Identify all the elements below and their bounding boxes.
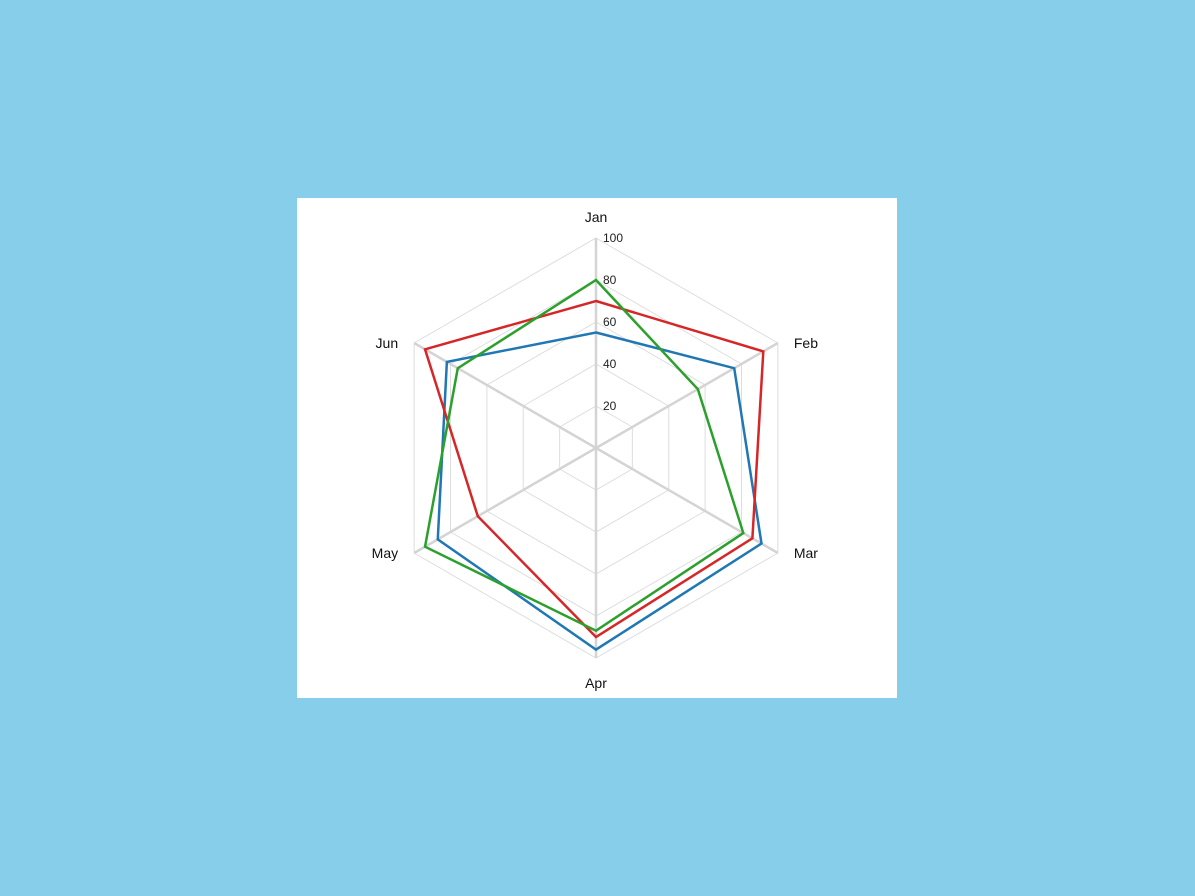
- axis-spoke-feb: [595, 341, 779, 450]
- radial-tick-label: 60: [603, 315, 617, 329]
- radar-axes: [413, 238, 779, 658]
- category-label-jan: Jan: [585, 209, 608, 225]
- category-label-feb: Feb: [794, 335, 818, 351]
- axis-spoke-jun: [413, 341, 597, 450]
- radar-series: [423, 278, 765, 652]
- radial-tick-label: 40: [603, 357, 617, 371]
- category-label-may: May: [372, 545, 398, 561]
- category-label-mar: Mar: [794, 545, 818, 561]
- series-line-2: [423, 299, 765, 639]
- radial-tick-label: 100: [603, 231, 623, 245]
- series-line-3: [423, 278, 745, 633]
- category-label-jun: Jun: [376, 335, 399, 351]
- series-line-1: [436, 331, 763, 652]
- axis-spoke-may: [413, 446, 597, 555]
- radial-tick-label: 20: [603, 399, 617, 413]
- radar-chart: 20 40 60 80 100 Jan Feb Mar Apr May Jun: [372, 209, 819, 691]
- radar-labels: 20 40 60 80 100 Jan Feb Mar Apr May Jun: [372, 209, 819, 691]
- radial-tick-label: 80: [603, 273, 617, 287]
- axis-spoke-mar: [595, 446, 779, 555]
- category-label-apr: Apr: [585, 675, 607, 691]
- chart-panel: 20 40 60 80 100 Jan Feb Mar Apr May Jun: [297, 198, 897, 698]
